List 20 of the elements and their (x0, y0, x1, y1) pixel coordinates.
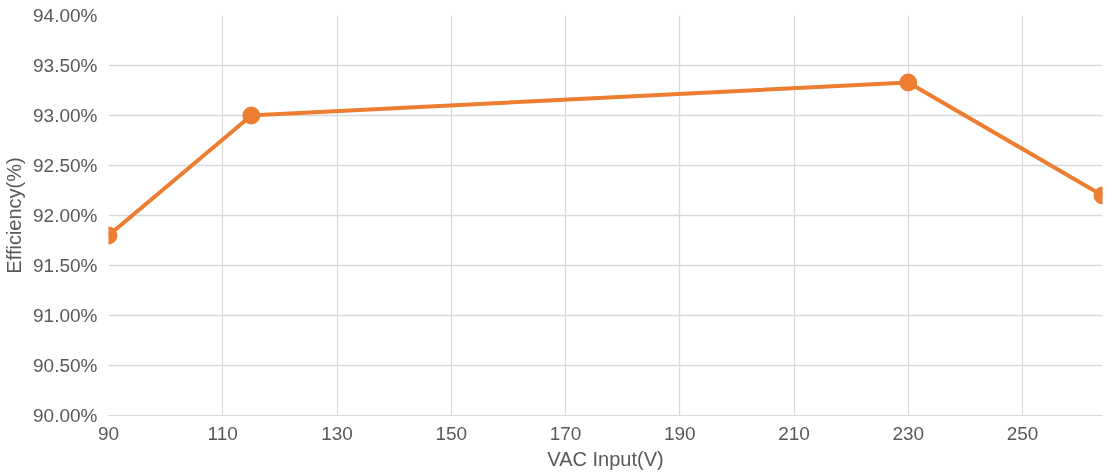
y-axis-title: Efficiency(%) (3, 157, 26, 274)
y-tick-label: 94.00% (33, 5, 98, 26)
x-tick-label: 250 (1006, 422, 1039, 444)
y-tick-label: 93.50% (33, 55, 98, 76)
x-tick-label: 170 (549, 422, 582, 444)
x-axis-title: VAC Input(V) (547, 447, 664, 470)
y-tick-label: 92.00% (33, 205, 98, 226)
y-tick-label: 93.00% (33, 105, 98, 126)
x-tick-label: 130 (321, 422, 353, 444)
y-tick-label: 90.50% (33, 355, 98, 376)
x-tick-label: 90 (97, 422, 120, 444)
y-tick-label: 90.00% (33, 405, 98, 426)
x-tick-label: 210 (778, 422, 810, 444)
y-tick-label: 91.00% (33, 305, 98, 326)
x-tick-label: 110 (207, 422, 238, 444)
x-tick-label: 190 (663, 422, 696, 444)
x-tick-label: 150 (435, 422, 468, 444)
y-tick-label: 91.50% (33, 255, 98, 276)
x-tick-label: 230 (892, 422, 925, 444)
y-tick-label: 92.50% (33, 155, 98, 176)
